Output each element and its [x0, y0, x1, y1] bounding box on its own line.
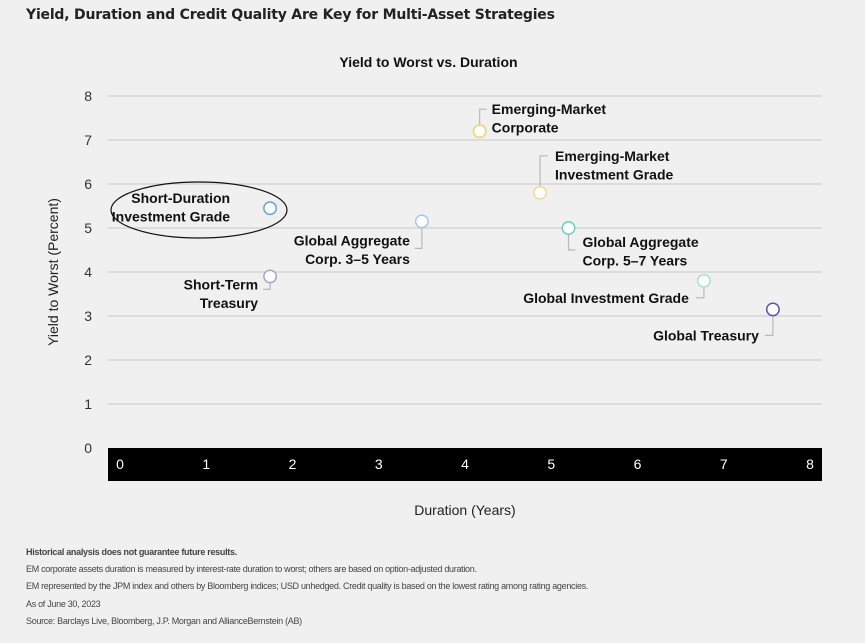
footer-note: EM represented by the JPM index and othe…: [26, 581, 589, 592]
footer-disclaimer: Historical analysis does not guarantee f…: [26, 547, 237, 557]
y-tick-label: 1: [84, 396, 92, 412]
point-label-line: Corporate: [492, 120, 559, 136]
footer-notes: Historical analysis does not guarantee f…: [26, 544, 588, 630]
point-label: Global Aggregate Corp. 3–5 Years: [294, 232, 410, 267]
point-label-line: Global Investment Grade: [523, 290, 689, 306]
data-point-marker: [472, 124, 487, 139]
footer-note: Source: Barclays Live, Bloomberg, J.P. M…: [26, 615, 302, 626]
y-tick-label: 5: [84, 220, 92, 236]
point-label-line: Treasury: [200, 295, 259, 311]
leader-line: [695, 287, 705, 299]
point-labels: Short-Duration Investment Grade Short-Term…: [112, 101, 759, 343]
data-point-marker: [263, 201, 278, 216]
x-tick-label: 3: [375, 456, 383, 472]
leader-line: [479, 108, 487, 125]
leader-lines: [263, 108, 774, 336]
y-tick-label: 4: [84, 264, 92, 280]
leader-line: [764, 316, 774, 336]
point-label: Global Aggregate Corp. 5–7 Years: [583, 234, 699, 269]
y-axis-label: Yield to Worst (Percent): [45, 198, 61, 346]
y-tick-labels: 0 1 2 3 4 5 6 7 8: [84, 88, 92, 456]
x-tick-label: 1: [202, 456, 210, 472]
y-tick-label: 8: [84, 88, 92, 104]
data-point-marker: [263, 269, 278, 284]
data-point-marker: [561, 221, 576, 235]
point-label: Global Investment Grade: [523, 290, 689, 306]
data-point-marker: [533, 185, 547, 200]
point-label: Short-Term Treasury: [184, 276, 259, 311]
y-tick-label: 3: [84, 308, 92, 324]
leader-line: [414, 228, 423, 249]
point-label: Emerging-Market Corporate: [492, 101, 607, 136]
x-tick-label: 4: [461, 456, 469, 472]
data-point-marker: [414, 214, 429, 229]
leader-line: [539, 155, 549, 186]
y-tick-label: 7: [84, 132, 92, 148]
point-label-line: Short-Term: [184, 276, 258, 292]
point-label-line: Investment Grade: [112, 209, 230, 225]
point-label-line: Corp. 5–7 Years: [583, 253, 688, 269]
page-title: Yield, Duration and Credit Quality Are K…: [26, 7, 555, 23]
x-tick-label: 7: [720, 456, 728, 472]
point-label-line: Short-Duration: [131, 190, 230, 206]
scatter-chart: 0 1 2 3 4 5 6 7 8 0 1 2 3 4 5 6 7 8 Yield to Worst (Perc…: [45, 88, 822, 518]
footer-note: As of June 30, 2023: [26, 598, 101, 609]
x-tick-label: 2: [289, 456, 297, 472]
x-axis-band: [108, 448, 822, 481]
point-label: Global Treasury: [653, 327, 759, 343]
y-tick-label: 0: [84, 440, 92, 456]
data-point-marker: [696, 273, 711, 288]
point-label-line: Investment Grade: [555, 166, 673, 182]
x-tick-label: 0: [116, 456, 124, 472]
chart-title: Yield to Worst vs. Duration: [0, 54, 865, 70]
data-point-marker: [765, 302, 780, 317]
chart-title-text: Yield to Worst vs. Duration: [339, 54, 518, 70]
point-label-line: Global Treasury: [653, 327, 759, 343]
point-label-line: Corp. 3–5 Years: [305, 251, 410, 267]
x-tick-label: 6: [634, 456, 642, 472]
footer-note: EM corporate assets duration is measured…: [26, 564, 477, 575]
point-label: Short-Duration Investment Grade: [112, 190, 230, 225]
highlight-ellipse: [110, 181, 288, 239]
x-tick-label: 8: [806, 456, 814, 472]
point-label-line: Emerging-Market: [555, 148, 670, 164]
y-tick-label: 6: [84, 176, 92, 192]
leader-line: [567, 235, 576, 251]
leader-line: [263, 283, 271, 290]
y-tick-label: 2: [84, 352, 92, 368]
point-label-line: Emerging-Market: [492, 101, 607, 117]
x-tick-label: 5: [547, 456, 555, 472]
x-tick-labels: 0 1 2 3 4 5 6 7 8: [116, 456, 814, 472]
data-points: [263, 124, 780, 317]
x-axis-label: Duration (Years): [414, 502, 515, 518]
grid-lines: [108, 95, 822, 405]
point-label-line: Global Aggregate: [294, 232, 410, 248]
point-label-line: Global Aggregate: [583, 234, 699, 250]
point-label: Emerging-Market Investment Grade: [555, 148, 673, 183]
